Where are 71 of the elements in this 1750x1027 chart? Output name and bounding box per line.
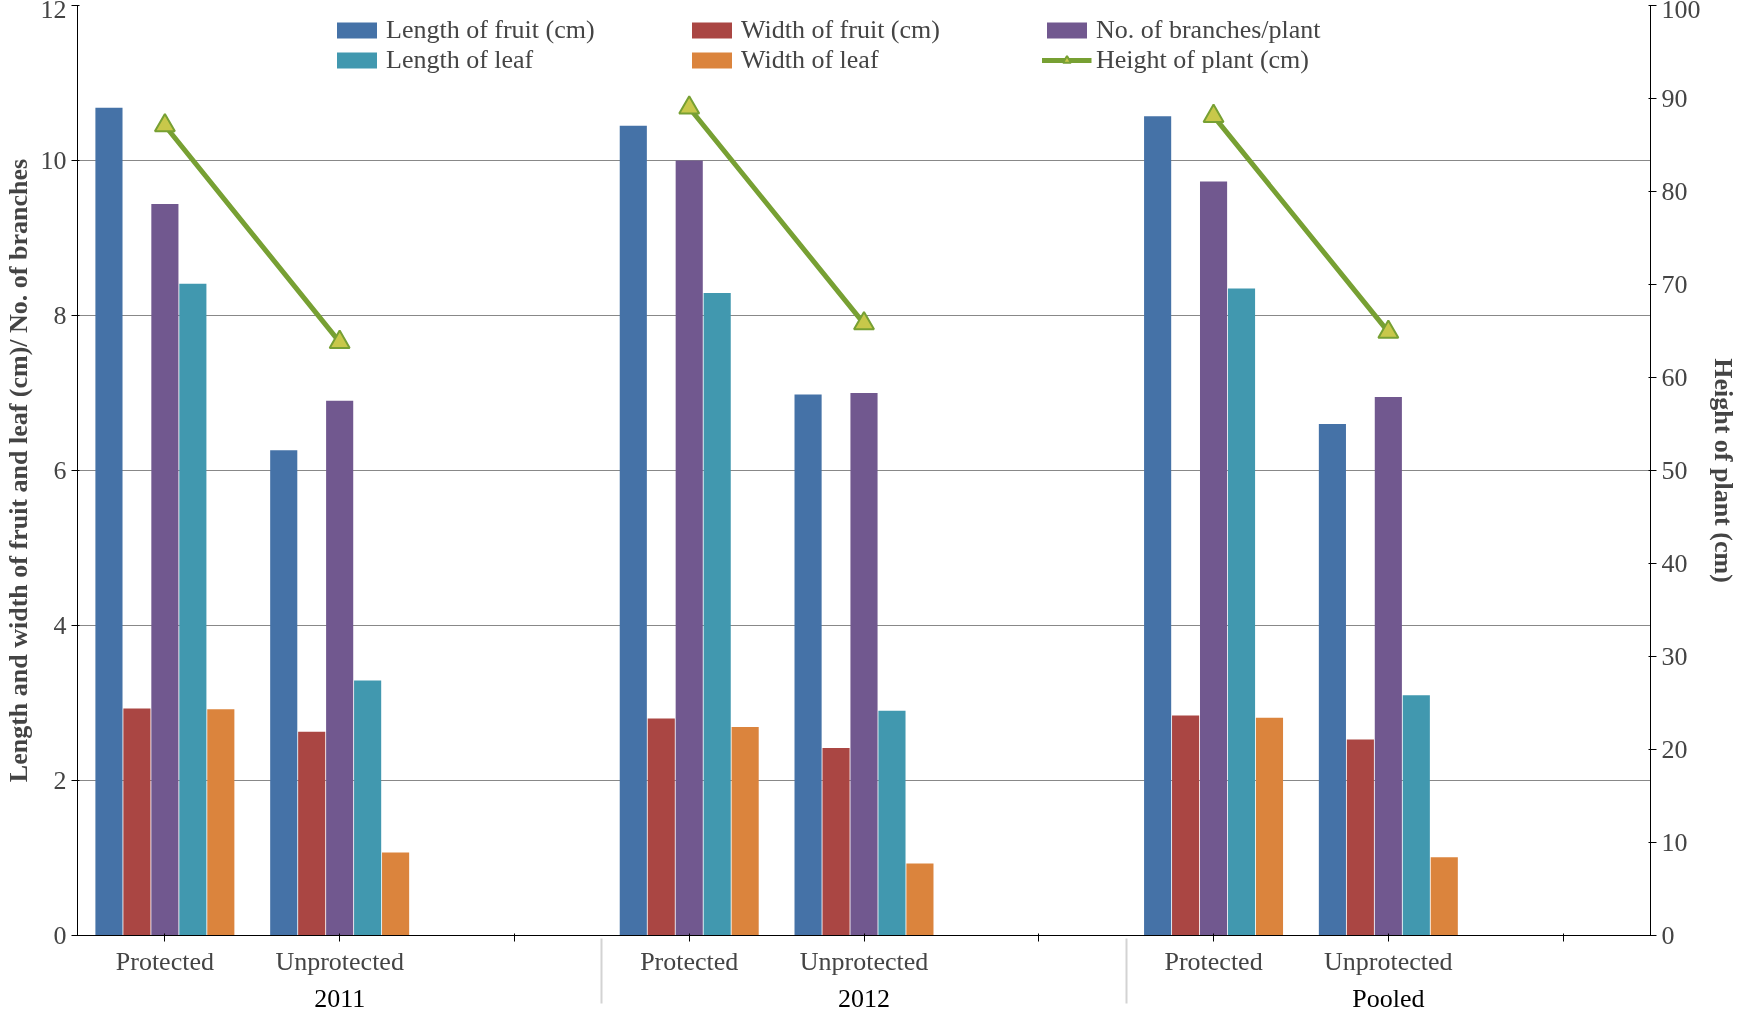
bar (1227, 288, 1256, 936)
bar (675, 160, 703, 936)
bar (1172, 715, 1200, 936)
legend-label: Width of fruit (cm) (741, 15, 941, 45)
point (853, 311, 875, 331)
y-tick-label: 10 (40, 146, 67, 175)
bar (731, 727, 759, 936)
bar (794, 394, 822, 936)
text: 2012 (838, 983, 890, 1013)
y2-tick-label: 60 (1661, 363, 1688, 392)
y-tick-label: 2 (53, 766, 67, 795)
bar (95, 107, 123, 936)
x-tick-label: Protected (1164, 946, 1263, 976)
y-tick-label: 4 (53, 611, 67, 640)
bar (878, 710, 906, 936)
bar (326, 400, 354, 936)
bar (1255, 717, 1284, 936)
y2-tick-label: 90 (1661, 84, 1688, 113)
x-tick-label: Unprotected (799, 946, 929, 976)
legend-label: Length of leaf (386, 45, 535, 75)
y2-tick-label: 30 (1661, 642, 1688, 671)
text: 2011 (314, 983, 366, 1013)
legend-label: No. of branches/plant (1096, 15, 1322, 45)
y2-tick-label: 40 (1661, 549, 1688, 578)
legend-label: Height of plant (cm) (1096, 45, 1310, 75)
point (678, 95, 701, 115)
y-tick-label: 12 (40, 0, 67, 24)
y-tick-label: 8 (53, 301, 67, 330)
text: Pooled (1352, 983, 1425, 1013)
bar (179, 283, 207, 936)
bar (1430, 857, 1458, 936)
bar (1199, 181, 1228, 936)
point (1202, 103, 1225, 123)
y2-tick-label: 100 (1661, 0, 1701, 24)
bar (1374, 396, 1402, 936)
y2-tick-label: 80 (1661, 177, 1688, 206)
x-tick-label: Unprotected (1324, 946, 1453, 976)
y2-tick-label: 10 (1661, 828, 1688, 857)
point (153, 112, 176, 133)
legend-label: Length of fruit (cm) (386, 15, 596, 45)
x-tick-label: Unprotected (275, 946, 404, 976)
bar (1346, 739, 1374, 936)
bar (822, 747, 850, 936)
bar (207, 709, 235, 936)
y2-tick-label: 0 (1661, 921, 1675, 950)
bar (270, 450, 298, 936)
x-tick-label: Protected (115, 946, 214, 976)
bar (298, 731, 326, 936)
y-axis-title: Length and width of fruit and leaf (cm)/ No. of branches (3, 158, 33, 783)
bar (647, 718, 675, 936)
bar (906, 863, 934, 936)
bar (354, 680, 382, 936)
x-tick-label: Protected (640, 946, 739, 976)
point (1377, 319, 1400, 339)
bar (123, 708, 151, 936)
y2-tick-label: 50 (1661, 456, 1688, 485)
y2-axis-title: Height of plant (cm) (1708, 358, 1738, 583)
bar (1318, 424, 1346, 936)
y-tick-label: 0 (53, 921, 67, 950)
bar (1402, 695, 1430, 936)
bar (619, 125, 647, 936)
bar (151, 203, 179, 936)
bar (850, 393, 878, 936)
bar (703, 293, 731, 936)
bar (382, 852, 410, 936)
y-tick-label: 6 (53, 456, 67, 485)
bar (1144, 116, 1172, 936)
y2-tick-label: 20 (1661, 735, 1688, 764)
point (328, 329, 351, 349)
legend-label: Width of leaf (741, 45, 880, 75)
y2-tick-label: 70 (1661, 270, 1688, 299)
